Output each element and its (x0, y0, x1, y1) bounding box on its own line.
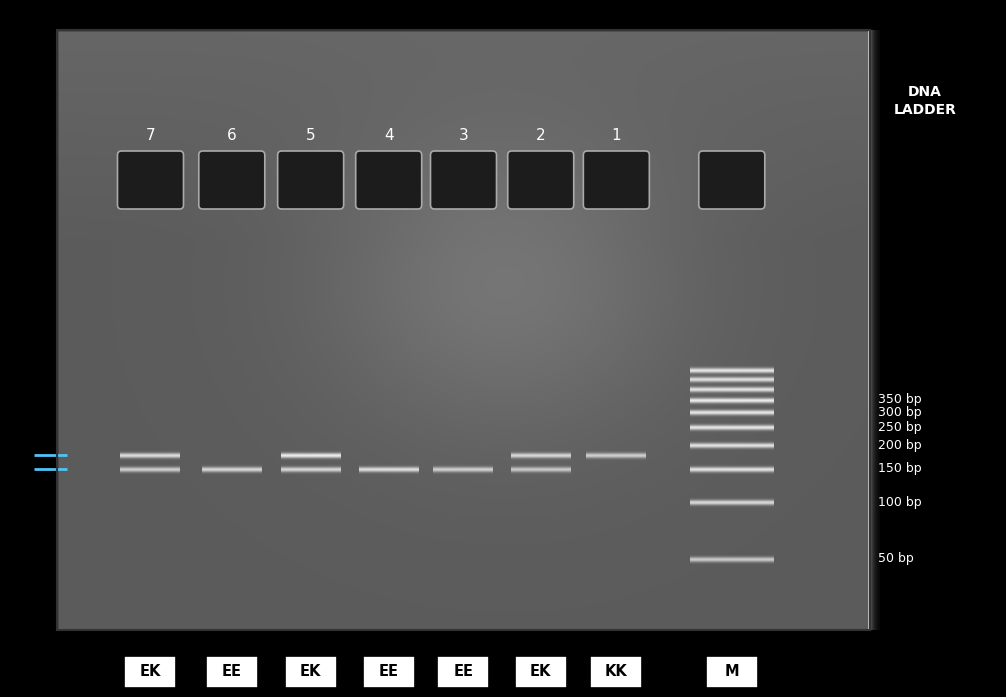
Text: EK: EK (530, 664, 551, 680)
Text: 2: 2 (536, 128, 545, 143)
FancyBboxPatch shape (206, 656, 258, 688)
FancyBboxPatch shape (508, 151, 573, 209)
Text: EK: EK (300, 664, 321, 680)
FancyBboxPatch shape (515, 656, 566, 688)
Text: 200 bp: 200 bp (878, 439, 921, 452)
Text: 100 bp: 100 bp (878, 496, 921, 509)
FancyBboxPatch shape (199, 151, 265, 209)
Text: KK: KK (605, 664, 628, 680)
Text: M: M (724, 664, 739, 680)
Text: 4: 4 (384, 128, 393, 143)
Text: DNA
LADDER: DNA LADDER (893, 85, 957, 117)
Text: 300 bp: 300 bp (878, 406, 921, 419)
FancyBboxPatch shape (285, 656, 337, 688)
Text: 178bp: 178bp (0, 448, 30, 462)
Text: 50 bp: 50 bp (878, 552, 913, 565)
Bar (0, 640, 1006, 697)
Text: EE: EE (378, 664, 398, 680)
FancyBboxPatch shape (125, 656, 176, 688)
Bar (884, 0, 1006, 697)
Text: 6: 6 (227, 128, 236, 143)
Text: 1: 1 (612, 128, 621, 143)
Text: 150 bp: 150 bp (878, 462, 921, 475)
Text: EK: EK (140, 664, 161, 680)
FancyBboxPatch shape (278, 151, 344, 209)
FancyBboxPatch shape (699, 151, 765, 209)
FancyBboxPatch shape (706, 656, 758, 688)
Text: EE: EE (454, 664, 474, 680)
Text: 250 bp: 250 bp (878, 420, 921, 434)
Bar (0, 0, 1006, 30)
FancyBboxPatch shape (356, 151, 422, 209)
Text: EE: EE (221, 664, 241, 680)
Text: 150 bp: 150 bp (0, 462, 30, 476)
Bar (0, 0, 57, 697)
Bar (57, 30, 870, 630)
FancyBboxPatch shape (583, 151, 649, 209)
Text: 3: 3 (459, 128, 469, 143)
FancyBboxPatch shape (438, 656, 490, 688)
Text: 350 bp: 350 bp (878, 393, 921, 406)
Text: 7: 7 (146, 128, 155, 143)
FancyBboxPatch shape (363, 656, 414, 688)
FancyBboxPatch shape (431, 151, 497, 209)
Text: 5: 5 (306, 128, 316, 143)
FancyBboxPatch shape (591, 656, 643, 688)
FancyBboxPatch shape (118, 151, 183, 209)
